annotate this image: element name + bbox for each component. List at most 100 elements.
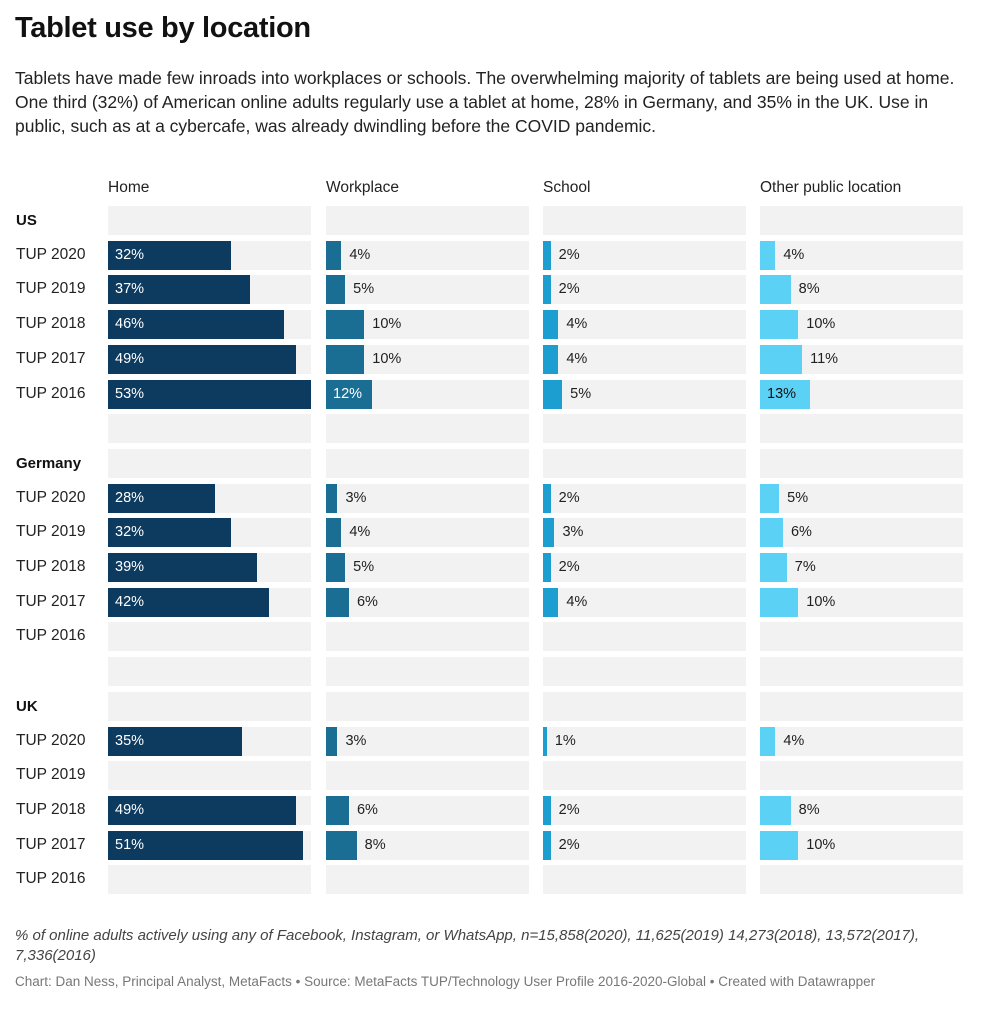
data-label: 3% — [345, 489, 367, 506]
bar-track — [760, 726, 963, 756]
row-label: TUP 2019 — [16, 523, 86, 541]
bar-track — [108, 657, 311, 687]
bar-track — [760, 761, 963, 791]
data-label: 37% — [115, 281, 145, 298]
bar-track — [760, 275, 963, 305]
data-label: 49% — [115, 350, 145, 367]
bar-track — [543, 483, 746, 513]
bar-uk-3 — [760, 830, 799, 860]
bar-track — [108, 206, 311, 235]
column-header-home: Home — [108, 179, 150, 196]
row-label: TUP 2016 — [16, 384, 86, 402]
bar-germany-2 — [543, 518, 555, 548]
bar-track — [108, 761, 311, 791]
data-label: 6% — [356, 801, 378, 818]
bar-track — [760, 518, 963, 548]
row-label: TUP 2016 — [16, 870, 86, 888]
bar-track — [543, 865, 746, 895]
bar-uk-2 — [543, 830, 551, 860]
bar-germany-0 — [108, 587, 269, 617]
data-label: 4% — [349, 246, 371, 263]
bar-us-1 — [326, 344, 365, 374]
data-label: 10% — [806, 593, 836, 610]
bar-track — [108, 622, 311, 652]
bar-track — [760, 206, 963, 235]
data-label: 35% — [115, 732, 145, 749]
bar-uk-0 — [108, 795, 296, 825]
data-label: 6% — [356, 593, 378, 610]
bar-track — [543, 310, 746, 340]
bar-us-3 — [760, 240, 776, 270]
group-label-uk: UK — [16, 697, 38, 715]
row-label: TUP 2017 — [16, 592, 86, 610]
data-label: 2% — [558, 836, 580, 853]
bar-us-0 — [108, 344, 296, 374]
bar-us-0 — [108, 275, 250, 305]
bar-track — [760, 240, 963, 270]
bar-track — [760, 795, 963, 825]
bar-germany-2 — [543, 587, 559, 617]
bar-track — [760, 622, 963, 652]
bar-track — [543, 761, 746, 791]
bar-track — [543, 553, 746, 582]
data-label: 8% — [364, 836, 386, 853]
data-label: 10% — [806, 836, 836, 853]
data-label: 10% — [806, 316, 836, 333]
bar-us-1 — [326, 275, 346, 305]
data-label: 7% — [794, 559, 816, 575]
data-label: 3% — [345, 732, 367, 749]
bar-germany-2 — [543, 553, 551, 582]
bar-track — [543, 657, 746, 687]
data-label: 4% — [783, 246, 805, 263]
data-label: 39% — [115, 559, 145, 575]
bar-us-3 — [760, 379, 810, 409]
bar-track — [326, 657, 529, 687]
bar-track — [326, 830, 529, 860]
group-label-us: US — [16, 212, 37, 229]
bar-track — [326, 622, 529, 652]
data-label: 5% — [353, 559, 375, 575]
row-label: TUP 2019 — [16, 280, 86, 298]
bar-track — [543, 518, 746, 548]
bar-track — [760, 657, 963, 687]
data-label: 10% — [372, 350, 402, 367]
bar-track — [326, 518, 529, 548]
bar-track — [543, 414, 746, 444]
chart-credit: Chart: Dan Ness, Principal Analyst, Meta… — [15, 974, 876, 989]
data-label: 4% — [566, 316, 588, 333]
bar-uk-2 — [543, 795, 551, 825]
bar-uk-0 — [108, 726, 243, 756]
bar-track — [543, 448, 746, 478]
bar-us-1 — [326, 310, 365, 340]
bar-track — [326, 240, 529, 270]
bar-track — [760, 483, 963, 513]
bar-us-3 — [760, 275, 791, 305]
bar-germany-1 — [326, 553, 346, 582]
data-label: 32% — [115, 524, 145, 541]
bar-us-0 — [108, 240, 231, 270]
data-label: 46% — [115, 316, 145, 333]
bar-germany-0 — [108, 553, 258, 582]
row-label: TUP 2017 — [16, 835, 86, 853]
bar-track — [543, 795, 746, 825]
bar-us-2 — [543, 379, 563, 409]
bar-uk-1 — [326, 795, 349, 825]
column-header-other-public-location: Other public location — [760, 179, 902, 196]
data-label: 2% — [558, 281, 580, 298]
data-label: 53% — [115, 385, 145, 402]
bar-germany-0 — [108, 483, 216, 513]
bar-track — [326, 795, 529, 825]
bar-track — [108, 865, 311, 895]
bar-germany-1 — [326, 483, 338, 513]
bar-track — [326, 587, 529, 617]
row-label: TUP 2018 — [16, 800, 86, 818]
bar-track — [326, 483, 529, 513]
row-label: TUP 2020 — [16, 488, 86, 506]
bar-track — [108, 691, 311, 721]
data-label: 12% — [333, 385, 363, 402]
bar-us-3 — [760, 344, 803, 374]
bar-germany-2 — [543, 483, 551, 513]
bar-track — [760, 865, 963, 895]
bar-uk-1 — [326, 726, 338, 756]
